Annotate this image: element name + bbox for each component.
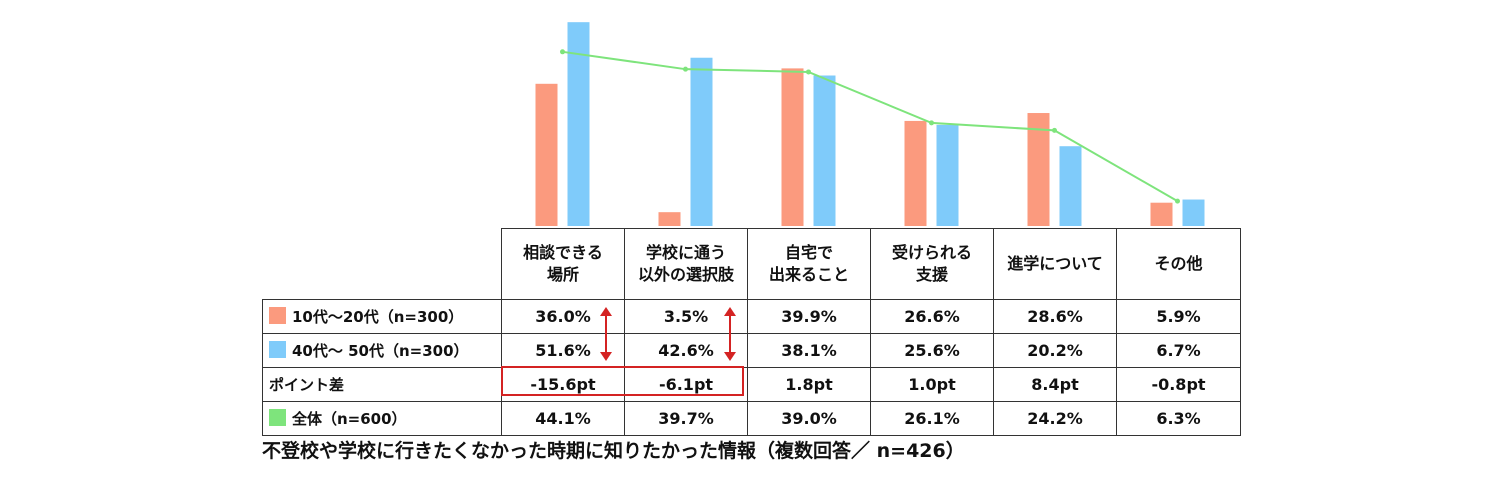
value-cell: 6.3% bbox=[1116, 401, 1241, 436]
diff-cell: -0.8pt bbox=[1116, 367, 1241, 402]
category-header: 相談できる 場所 bbox=[501, 228, 625, 300]
line-total bbox=[562, 50, 1178, 202]
line-point-total bbox=[929, 120, 934, 126]
value-cell: 39.0% bbox=[747, 401, 871, 436]
legend-swatch-total bbox=[269, 409, 286, 426]
value-cell: 25.6% bbox=[870, 333, 994, 368]
category-header: 受けられる 支援 bbox=[870, 228, 994, 300]
table-header-row: 相談できる 場所 学校に通う 以外の選択肢 自宅で 出来ること 受けられる 支援 進学に… bbox=[262, 228, 1241, 300]
bar-young bbox=[658, 212, 681, 226]
highlight-box bbox=[501, 366, 744, 396]
legend-swatch-young bbox=[269, 307, 286, 324]
diff-cell: 1.8pt bbox=[747, 367, 871, 402]
bar-older bbox=[813, 75, 836, 226]
table-row-diff: ポイント差 -15.6pt -6.1pt 1.8pt 1.0pt 8.4pt -… bbox=[262, 367, 1241, 402]
value-cell: 28.6% bbox=[993, 299, 1117, 334]
value-cell: 26.6% bbox=[870, 299, 994, 334]
value-cell: 6.7% bbox=[1116, 333, 1241, 368]
line-point-total bbox=[806, 69, 811, 75]
header-blank-cell bbox=[262, 228, 502, 300]
diff-cell: -15.6pt bbox=[501, 367, 625, 402]
value-cell: 42.6% bbox=[624, 333, 748, 368]
category-header: 進学について bbox=[993, 228, 1117, 300]
line-point-total bbox=[1052, 127, 1057, 133]
value-cell: 24.2% bbox=[993, 401, 1117, 436]
diff-cell: 8.4pt bbox=[993, 367, 1117, 402]
category-header: 自宅で 出来ること bbox=[747, 228, 871, 300]
diff-row-label: ポイント差 bbox=[262, 367, 502, 402]
value-cell: 38.1% bbox=[747, 333, 871, 368]
table-row-young: 10代～20代（n=300） 36.0% 3.5% 39.9% 26.6% 28… bbox=[262, 299, 1241, 334]
table-row-older: 40代～ 50代（n=300） 51.6% 42.6% 38.1% 25.6% … bbox=[262, 333, 1241, 368]
table-row-total: 全体（n=600） 44.1% 39.7% 39.0% 26.1% 24.2% … bbox=[262, 401, 1241, 436]
value-cell: 39.9% bbox=[747, 299, 871, 334]
category-header: その他 bbox=[1116, 228, 1241, 300]
bar-young bbox=[1150, 202, 1173, 226]
chart-plot bbox=[535, 22, 1205, 227]
line-point-total bbox=[1175, 198, 1180, 204]
chart-title: 不登校や学校に行きたくなかった時期に知りたかった情報（複数回答／ n=426） bbox=[262, 440, 965, 462]
bar-young bbox=[781, 68, 804, 227]
legend-swatch-older bbox=[269, 341, 286, 358]
data-table: 相談できる 場所 学校に通う 以外の選択肢 自宅で 出来ること 受けられる 支援 進学に… bbox=[262, 228, 1241, 436]
diff-cell: 1.0pt bbox=[870, 367, 994, 402]
value-cell: 39.7% bbox=[624, 401, 748, 436]
bar-older bbox=[1182, 199, 1205, 226]
bar-older bbox=[567, 22, 590, 227]
bar-young bbox=[535, 83, 558, 226]
value-cell: 36.0% bbox=[501, 299, 625, 334]
bar-older bbox=[936, 124, 959, 226]
line-point-total bbox=[560, 49, 565, 55]
category-header: 学校に通う 以外の選択肢 bbox=[624, 228, 748, 300]
bar-older bbox=[690, 57, 713, 227]
value-cell: 44.1% bbox=[501, 401, 625, 436]
value-cell: 26.1% bbox=[870, 401, 994, 436]
bar-older bbox=[1059, 146, 1082, 226]
legend-total: 全体（n=600） bbox=[262, 401, 502, 436]
line-point-total bbox=[683, 66, 688, 72]
legend-young: 10代～20代（n=300） bbox=[262, 299, 502, 334]
diff-cell: -6.1pt bbox=[624, 367, 748, 402]
value-cell: 51.6% bbox=[501, 333, 625, 368]
double-arrow-icon bbox=[600, 307, 612, 361]
value-cell: 20.2% bbox=[993, 333, 1117, 368]
bar-young bbox=[904, 120, 927, 226]
bar-young bbox=[1027, 113, 1050, 226]
legend-older: 40代～ 50代（n=300） bbox=[262, 333, 502, 368]
double-arrow-icon bbox=[724, 307, 736, 361]
value-cell: 5.9% bbox=[1116, 299, 1241, 334]
